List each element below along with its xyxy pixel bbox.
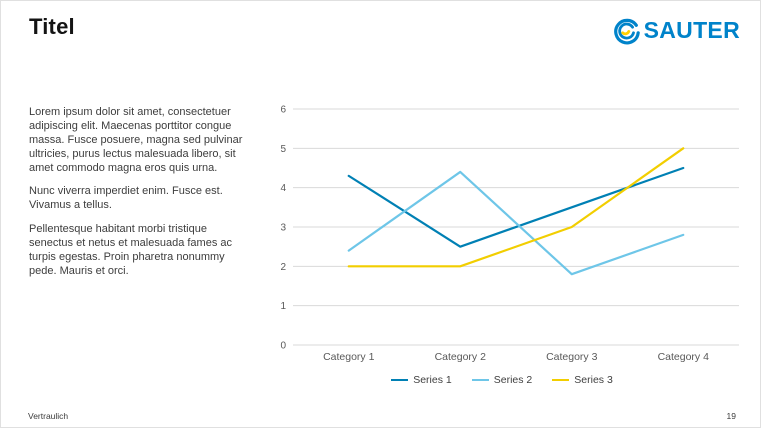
footer-classification: Vertraulich [28,411,69,421]
legend-swatch [391,378,409,382]
legend-item: Series 1 [391,374,452,386]
legend-swatch [471,378,489,382]
slide-footer: Vertraulich 19 [1,411,760,421]
legend-swatch [552,378,570,382]
sauter-logo-icon [613,18,640,45]
x-category-label: Category 3 [546,351,598,363]
y-tick-label: 1 [280,301,286,312]
series-line-series-2 [347,170,685,276]
y-tick-label: 6 [280,105,286,116]
line-chart: 0 1 2 3 4 5 6 Category 1 Category 2 Category 3 Cat… [280,105,739,363]
legend-item: Series 3 [552,374,613,386]
y-tick-label: 0 [280,341,286,352]
y-tick-label: 4 [280,183,286,194]
y-tick-label: 5 [280,144,286,155]
sauter-logo-text: SAUTER [643,16,740,43]
paragraph-1: Lorem ipsum dolor sit amet, consectetuer… [29,106,243,175]
x-category-label: Category 2 [435,351,487,363]
series-line-series-1 [347,166,685,248]
series-line-series-3 [347,147,685,268]
sauter-logo: SAUTER [611,15,740,45]
x-category-label: Category 4 [658,351,710,363]
y-tick-label: 3 [280,223,286,234]
page-number: 19 [726,411,736,421]
legend-label: Series 2 [493,374,533,386]
legend-label: Series 1 [413,374,452,386]
paragraph-3: Pellentesque habitant morbi tristique se… [29,222,233,277]
page-title: Titel [29,14,75,39]
body-text: Lorem ipsum dolor sit amet, consectetuer… [29,105,249,287]
chart-legend: Series 1 Series 2 Series 3 [257,374,747,386]
paragraph-2: Nunc viverra imperdiet enim. Fusce est. … [29,185,223,212]
y-tick-label: 2 [280,262,286,273]
chart: 0 1 2 3 4 5 6 Category 1 Category 2 Category 3 Cat… [257,99,747,386]
x-category-label: Category 1 [323,351,375,363]
legend-label: Series 3 [574,374,613,386]
legend-item: Series 2 [471,374,533,386]
